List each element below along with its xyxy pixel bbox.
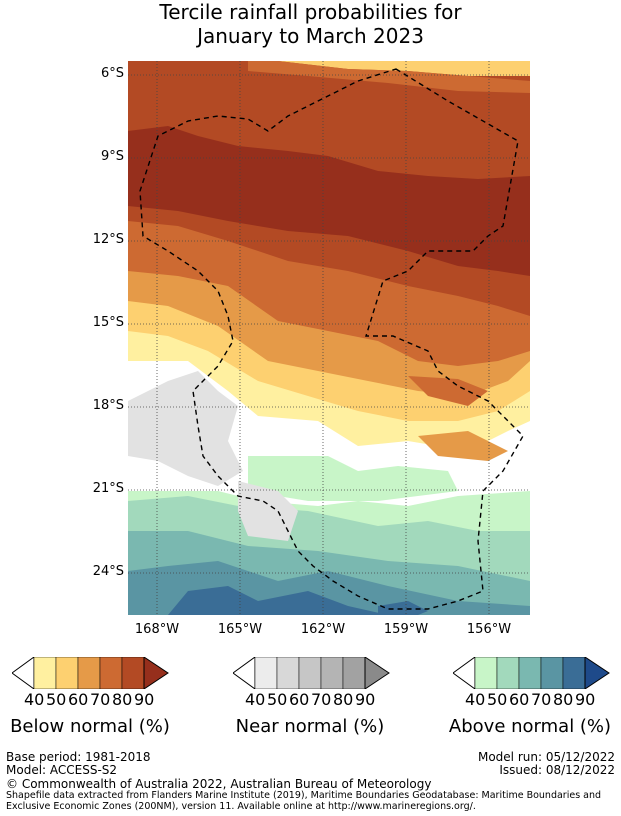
lat-label-21s: 21°S xyxy=(92,481,124,496)
below-tick-40: 40 xyxy=(24,690,45,709)
near-tick-90: 90 xyxy=(355,690,376,709)
near-tick-70: 70 xyxy=(311,690,332,709)
shapefile-credit-line-1: Shapefile data extracted from Flanders M… xyxy=(6,790,602,801)
lon-label-162w: 162°W xyxy=(300,622,346,637)
lat-label-24s: 24°S xyxy=(92,564,124,579)
above-tick-90: 90 xyxy=(575,690,596,709)
copyright-notice: © Commonwealth of Australia 2022, Austra… xyxy=(6,777,432,791)
below-tick-70: 70 xyxy=(90,690,111,709)
map-svg xyxy=(128,61,530,615)
lat-label-9s: 9°S xyxy=(100,149,124,164)
graticule xyxy=(128,61,530,615)
map-title: Tercile rainfall probabilities for Janua… xyxy=(0,0,621,48)
near-tick-40: 40 xyxy=(245,690,266,709)
lon-label-165w: 165°W xyxy=(217,622,263,637)
below-tick-90: 90 xyxy=(134,690,155,709)
below-normal-title: Below normal (%) xyxy=(10,716,170,737)
above-tick-40: 40 xyxy=(465,690,486,709)
lat-label-12s: 12°S xyxy=(92,232,124,247)
near-normal-title: Near normal (%) xyxy=(235,716,385,737)
lon-label-156w: 156°W xyxy=(466,622,512,637)
above-tick-60: 60 xyxy=(509,690,530,709)
model-name: Model: ACCESS-S2 xyxy=(6,763,118,777)
below-tick-60: 60 xyxy=(68,690,89,709)
above-normal-title: Above normal (%) xyxy=(448,716,612,737)
lat-label-18s: 18°S xyxy=(92,398,124,413)
near-normal-colorbar xyxy=(233,657,390,689)
near-tick-80: 80 xyxy=(333,690,354,709)
issued-date: Issued: 08/12/2022 xyxy=(499,763,615,777)
base-period: Base period: 1981-2018 xyxy=(6,750,151,764)
below-tick-50: 50 xyxy=(46,690,67,709)
eez-boundary xyxy=(139,68,524,610)
lon-label-159w: 159°W xyxy=(383,622,429,637)
above-normal-colorbar xyxy=(453,657,610,689)
title-line-1: Tercile rainfall probabilities for xyxy=(159,0,462,24)
above-tick-50: 50 xyxy=(487,690,508,709)
lat-label-6s: 6°S xyxy=(100,66,124,81)
above-tick-70: 70 xyxy=(531,690,552,709)
probability-map xyxy=(128,61,530,615)
below-90-region xyxy=(128,126,530,276)
lat-label-15s: 15°S xyxy=(92,315,124,330)
shapefile-credit-line-2: Exclusive Economic Zones (200NM), versio… xyxy=(6,801,476,812)
below-normal-colorbar xyxy=(12,657,169,689)
above-tick-80: 80 xyxy=(553,690,574,709)
below-tick-80: 80 xyxy=(112,690,133,709)
lon-label-168w: 168°W xyxy=(134,622,180,637)
title-line-2: January to March 2023 xyxy=(197,24,424,48)
model-run: Model run: 05/12/2022 xyxy=(477,750,615,764)
near-tick-50: 50 xyxy=(267,690,288,709)
above-80-region xyxy=(168,586,388,615)
near-tick-60: 60 xyxy=(289,690,310,709)
